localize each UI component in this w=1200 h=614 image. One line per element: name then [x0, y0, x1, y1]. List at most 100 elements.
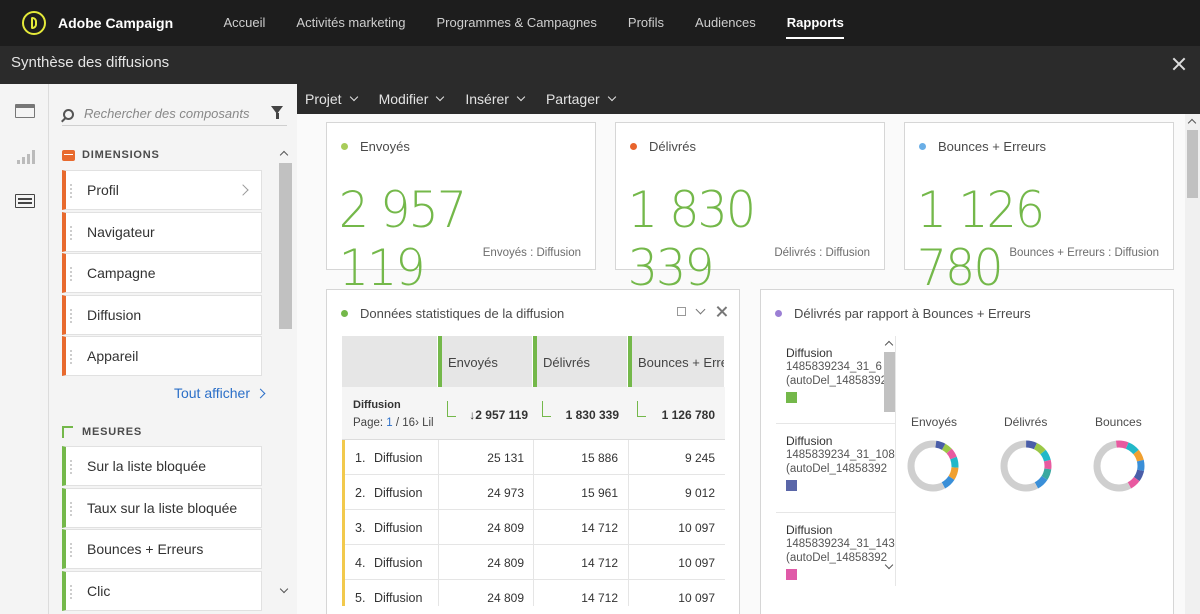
legend-title: Diffusion	[786, 434, 833, 448]
measure-item-bounces-erreurs[interactable]: Bounces + Erreurs	[62, 529, 262, 569]
nav-item-audiences[interactable]: Audiences	[695, 15, 756, 30]
freeform-table: Envoyés Délivrés Bounces + Erreurs Diffu…	[342, 336, 725, 606]
donut-chart-delivres[interactable]	[998, 438, 1054, 494]
measure-item-clic[interactable]: Clic	[62, 571, 262, 611]
column-header-bounces[interactable]: Bounces + Erreurs	[628, 336, 725, 387]
kpi-title: Envoyés	[341, 139, 410, 154]
page-current: 1	[386, 417, 393, 429]
scroll-thumb[interactable]	[279, 163, 292, 329]
dimension-item-profil[interactable]: Profil	[62, 170, 262, 210]
measure-item-liste-bloquee[interactable]: Sur la liste bloquée	[62, 446, 262, 486]
menu-partager[interactable]: Partager	[546, 91, 616, 107]
table-header-blank	[342, 336, 438, 387]
drag-handle-icon	[70, 584, 72, 600]
cell-delivres: 15 886	[581, 451, 618, 465]
measures-icon	[62, 426, 73, 438]
nav-item-activites-marketing[interactable]: Activités marketing	[296, 15, 406, 30]
legend-swatch	[786, 569, 797, 580]
drag-handle-icon	[70, 183, 72, 199]
components-icon[interactable]	[15, 194, 35, 208]
scroll-up-icon[interactable]	[279, 150, 289, 160]
dimension-item-campagne[interactable]: Campagne	[62, 253, 262, 293]
legend-scrollbar[interactable]	[883, 336, 897, 580]
donut-chart-panel: Délivrés par rapport à Bounces + Erreurs…	[760, 289, 1174, 614]
menu-label: Modifier	[378, 91, 429, 107]
nav-item-rapports[interactable]: Rapports	[771, 0, 859, 46]
adobe-campaign-logo-icon	[22, 11, 46, 35]
measure-item-taux-liste-bloquee[interactable]: Taux sur la liste bloquée	[62, 488, 262, 528]
dimension-item-appareil[interactable]: Appareil	[62, 336, 262, 376]
scroll-thumb[interactable]	[1187, 130, 1198, 198]
panels-icon[interactable]	[15, 104, 35, 118]
dimension-item-navigateur[interactable]: Navigateur	[62, 212, 262, 252]
total-delivres: 1 830 339	[565, 408, 619, 422]
cell-envoyes: 24 809	[487, 556, 524, 570]
filter-icon[interactable]	[271, 106, 283, 119]
total-bounces: 1 126 780	[661, 408, 715, 422]
measure-label: Sur la liste bloquée	[87, 458, 207, 474]
measures-title: MESURES	[82, 426, 142, 438]
legend-title: Diffusion	[786, 523, 833, 537]
kpi-value: 1 126 780	[916, 181, 1045, 297]
donut-segment[interactable]	[1093, 440, 1145, 492]
panel-title: Données statistiques de la diffusion	[341, 306, 564, 321]
cell-envoyes: 24 809	[487, 591, 524, 605]
resize-icon[interactable]	[677, 307, 686, 316]
dimension-item-diffusion[interactable]: Diffusion	[62, 295, 262, 335]
dimension-label: Diffusion	[353, 399, 401, 411]
donut-chart-bounces[interactable]	[1091, 438, 1147, 494]
row-name: Diffusion	[374, 521, 423, 535]
kpi-card-bounces[interactable]: Bounces + Erreurs 1 126 780 Bounces + Er…	[904, 122, 1174, 297]
donut-segment[interactable]	[1000, 440, 1052, 492]
bracket-icon	[637, 401, 646, 417]
dimensions-header: DIMENSIONS	[62, 149, 160, 161]
kpi-subtitle: Délivrés : Diffusion	[774, 247, 870, 259]
menu-modifier[interactable]: Modifier	[378, 91, 445, 107]
scroll-down-icon[interactable]	[279, 584, 289, 594]
donut-segment[interactable]	[1093, 440, 1145, 492]
kpi-card-envoyes[interactable]: Envoyés 2 957 119 Envoyés : Diffusion	[326, 122, 596, 297]
cell-bounces: 10 097	[678, 521, 715, 535]
scroll-up-icon[interactable]	[1187, 118, 1197, 128]
nav-item-profils[interactable]: Profils	[627, 15, 665, 30]
donut-segment[interactable]	[1093, 440, 1145, 492]
donut-segment[interactable]	[907, 440, 959, 492]
scroll-down-icon[interactable]	[884, 560, 894, 570]
nav-item-accueil[interactable]: Accueil	[223, 15, 266, 30]
menu-inserer[interactable]: Insérer	[465, 91, 526, 107]
donut-segment[interactable]	[1000, 440, 1052, 492]
chevron-right-icon[interactable]	[237, 184, 249, 196]
table-totals-row: Diffusion Page: 1 / 16› Lil ↓2 957 119 1…	[342, 387, 725, 440]
scroll-thumb[interactable]	[884, 352, 895, 412]
menu-projet[interactable]: Projet	[305, 91, 358, 107]
donut-chart-envoyes[interactable]	[905, 438, 961, 494]
search-input[interactable]	[84, 106, 254, 121]
legend-item[interactable]: Diffusion 1485839234_31_108 (autoDel_148…	[786, 434, 895, 491]
chevron-down-icon[interactable]	[695, 304, 706, 315]
legend-item[interactable]: Diffusion 1485839234_31_6 (autoDel_14858…	[786, 346, 887, 403]
legend-id: 1485839234_31_6	[786, 361, 882, 373]
show-all-link[interactable]: Tout afficher	[174, 385, 266, 401]
workspace-scrollbar[interactable]	[1185, 114, 1200, 614]
legend-item[interactable]: Diffusion 1485839234_31_143 (autoDel_148…	[786, 523, 895, 580]
nav-item-programmes-campagnes[interactable]: Programmes & Campagnes	[436, 15, 597, 30]
column-header-delivres[interactable]: Délivrés	[533, 336, 628, 387]
kpi-card-delivres[interactable]: Délivrés 1 830 339 Délivrés : Diffusion	[615, 122, 885, 297]
donut-label-bounces: Bounces	[1095, 415, 1142, 429]
column-header-envoyes[interactable]: Envoyés	[438, 336, 533, 387]
pagination[interactable]: Page: 1 / 16› Lil	[353, 417, 434, 429]
scroll-up-icon[interactable]	[884, 340, 894, 350]
drag-handle-icon	[70, 225, 72, 241]
kpi-title-label: Bounces + Erreurs	[938, 139, 1047, 154]
app-name: Adobe Campaign	[58, 15, 174, 31]
components-scrollbar[interactable]	[278, 146, 292, 606]
legend-detail: (autoDel_14858392	[786, 552, 888, 564]
visualizations-icon[interactable]	[15, 148, 35, 164]
donut-segment[interactable]	[907, 440, 959, 492]
column-label: Envoyés	[448, 355, 498, 370]
drag-handle-icon	[70, 349, 72, 365]
close-icon[interactable]	[1172, 57, 1186, 71]
app-logo[interactable]: Adobe Campaign	[22, 11, 208, 35]
components-panel: DIMENSIONS Profil Navigateur Campagne Di…	[50, 84, 296, 614]
close-icon[interactable]	[716, 306, 727, 317]
